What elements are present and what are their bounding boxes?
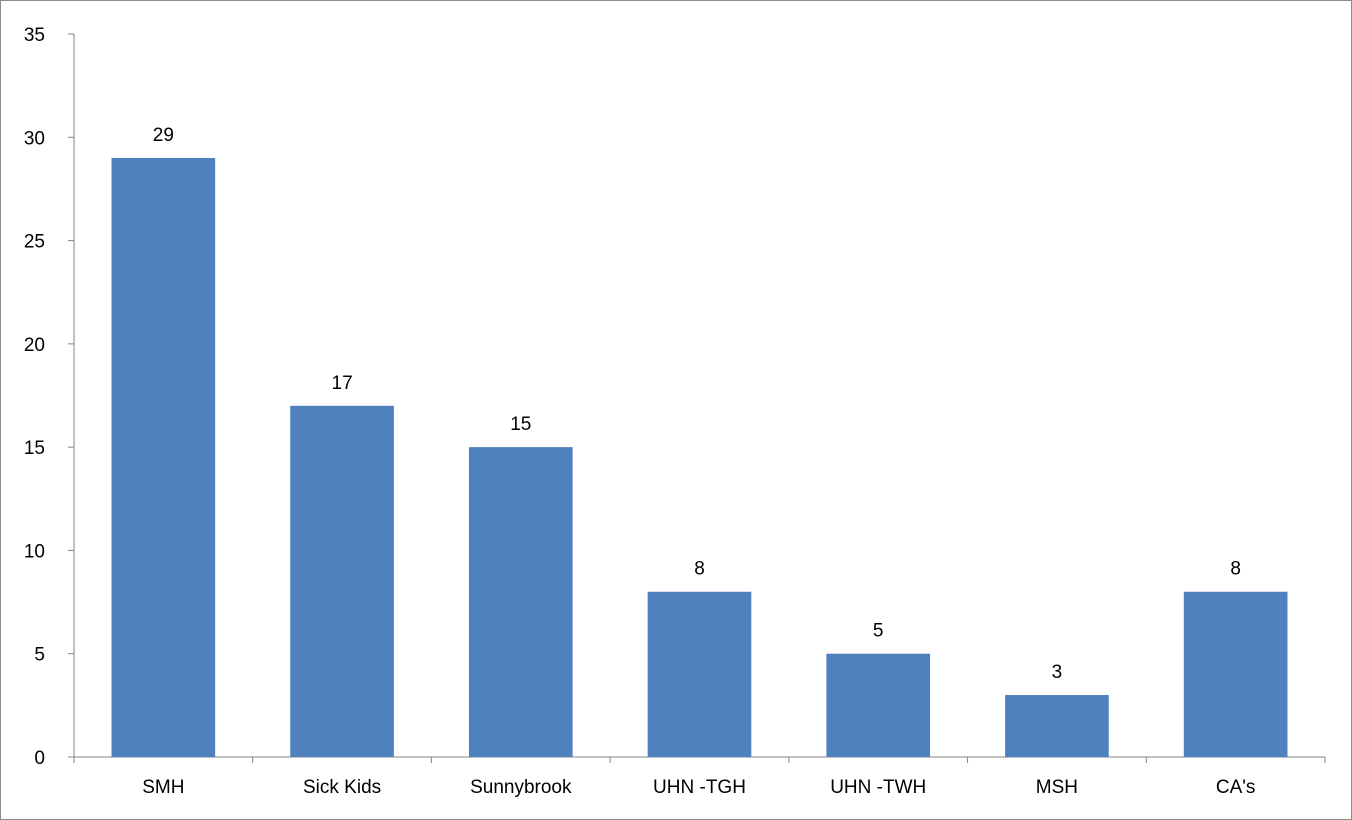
bar: [647, 591, 752, 757]
x-tick-label: Sick Kids: [303, 777, 381, 798]
y-tick-label: 15: [24, 438, 45, 459]
data-label: 5: [873, 621, 884, 642]
bars: [111, 157, 1288, 757]
bar: [826, 653, 931, 757]
data-label: 8: [1230, 559, 1241, 580]
y-tick-label: 35: [24, 25, 45, 46]
data-label: 29: [153, 125, 174, 146]
y-tick-label: 30: [24, 128, 45, 149]
data-labels: 29 17 15 8 5 3 8: [153, 125, 1241, 683]
y-tick-label: 0: [34, 748, 45, 769]
bar: [111, 157, 216, 757]
x-tick-label: CA's: [1216, 777, 1256, 798]
y-tick-label: 10: [24, 541, 45, 562]
bar: [1005, 695, 1109, 757]
y-axis: 0 5 10 15 20 25 30 35: [24, 25, 75, 769]
bar: [290, 405, 394, 757]
data-label: 17: [332, 373, 353, 394]
x-tick-label: UHN -TWH: [830, 777, 926, 798]
data-label: 15: [510, 414, 531, 435]
y-tick-label: 20: [24, 335, 45, 356]
y-tick-label: 25: [24, 232, 45, 253]
y-tick-label: 5: [34, 645, 45, 666]
bar: [1183, 591, 1288, 757]
x-tick-label: MSH: [1036, 777, 1078, 798]
x-axis: SMH Sick Kids Sunnybrook UHN -TGH UHN -TWH MS…: [73, 756, 1326, 798]
data-label: 3: [1052, 662, 1063, 683]
x-tick-label: Sunnybrook: [470, 777, 572, 798]
x-tick-label: UHN -TGH: [653, 777, 746, 798]
x-tick-label: SMH: [142, 777, 184, 798]
data-label: 8: [694, 559, 705, 580]
bar: [468, 447, 573, 757]
